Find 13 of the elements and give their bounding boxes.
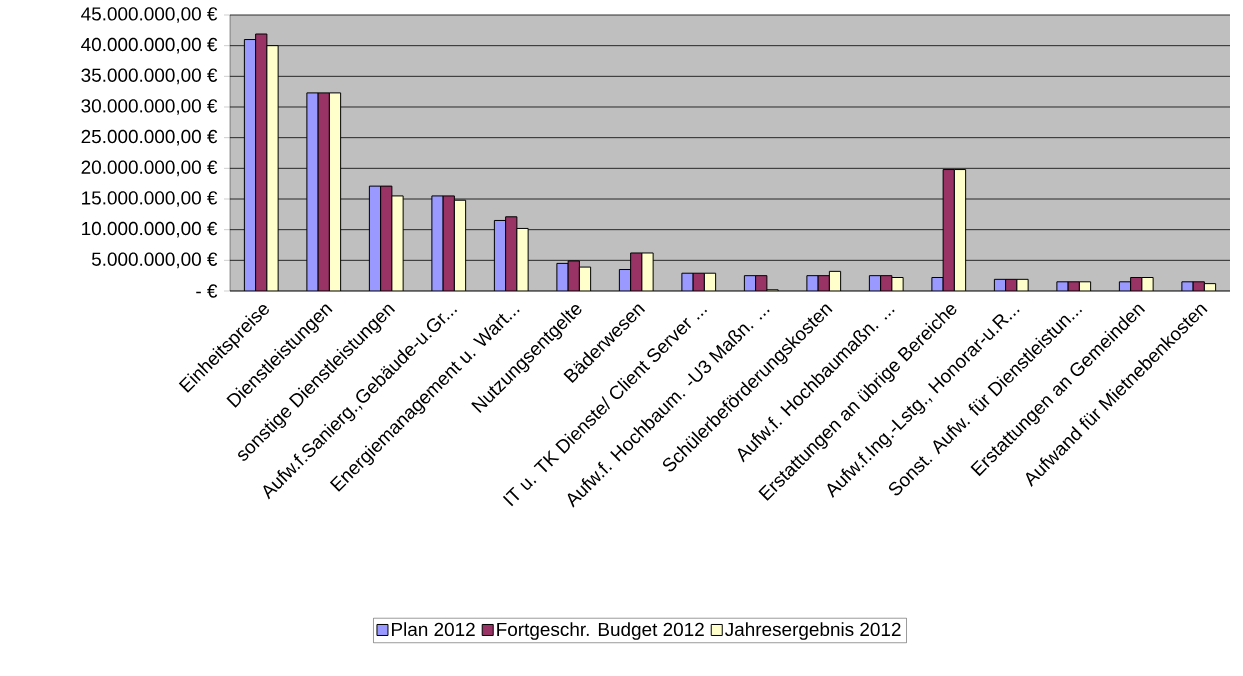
y-tick-label: 15.000.000,00 € [82, 191, 218, 207]
y-tick-label: 45.000.000,00 € [81, 7, 218, 23]
legend-label: Jahresergebnis 2012 [725, 622, 901, 640]
y-tick-label: 35.000.000,00 € [81, 68, 218, 85]
y-tick-label: 30.000.000,00 € [81, 99, 218, 115]
legend-label: Fortgeschr. Budget 2012 [497, 622, 704, 640]
y-tick-label: - € [196, 284, 218, 298]
legend-label: Plan 2012 [392, 622, 475, 637]
y-tick-label: 20.000.000,00 € [81, 160, 218, 177]
y-tick-label: 25.000.000,00 € [81, 129, 218, 146]
y-tick-label: 5.000.000,00 € [91, 252, 218, 269]
y-tick-label: 10.000.000,00 € [82, 221, 218, 238]
y-tick-label: 40.000.000,00 € [81, 37, 218, 54]
